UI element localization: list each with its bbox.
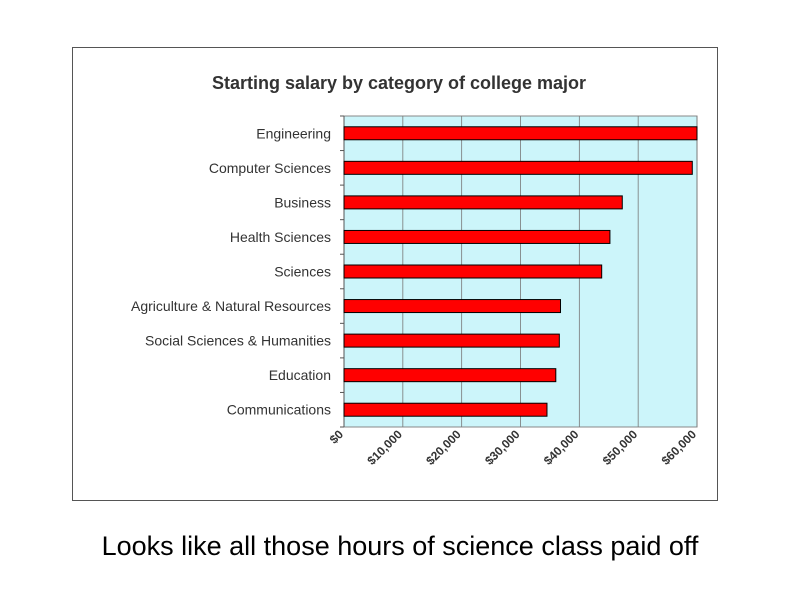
bar	[343, 229, 611, 244]
category-label: Business	[274, 194, 331, 210]
x-tick-label: $20,000	[423, 427, 464, 468]
chart-title: Starting salary by category of college m…	[212, 73, 586, 93]
category-labels: Engineering Computer Sciences Business Heal…	[131, 125, 331, 417]
bar	[343, 264, 603, 279]
bar	[343, 402, 548, 417]
bar	[343, 126, 698, 141]
bar	[343, 160, 693, 175]
category-label: Social Sciences & Humanities	[145, 333, 331, 349]
category-label: Engineering	[256, 125, 331, 141]
x-tick-label: $10,000	[364, 427, 405, 468]
caption: Looks like all those hours of science cl…	[101, 531, 699, 561]
category-label: Sciences	[274, 264, 331, 280]
bar	[343, 195, 623, 210]
x-tick-label: $30,000	[482, 427, 523, 468]
category-label: Health Sciences	[230, 229, 331, 245]
category-label: Education	[269, 367, 331, 383]
x-tick-label: $50,000	[600, 427, 641, 468]
x-axis-tick-labels: $0 $10,000 $20,000 $30,000 $40,000 $50,000 $60…	[327, 427, 700, 468]
x-tick-label: $60,000	[659, 427, 700, 468]
x-tick-label: $40,000	[541, 427, 582, 468]
category-label: Computer Sciences	[209, 160, 331, 176]
bar	[343, 299, 562, 314]
bar	[343, 333, 560, 348]
bar	[343, 368, 557, 383]
category-label: Communications	[227, 402, 331, 418]
x-tick-label: $0	[327, 427, 347, 447]
chart-frame: Starting salary by category of college m…	[72, 47, 718, 501]
bar-chart: Starting salary by category of college m…	[131, 73, 700, 468]
category-label: Agriculture & Natural Resources	[131, 298, 331, 314]
bars	[343, 126, 698, 417]
